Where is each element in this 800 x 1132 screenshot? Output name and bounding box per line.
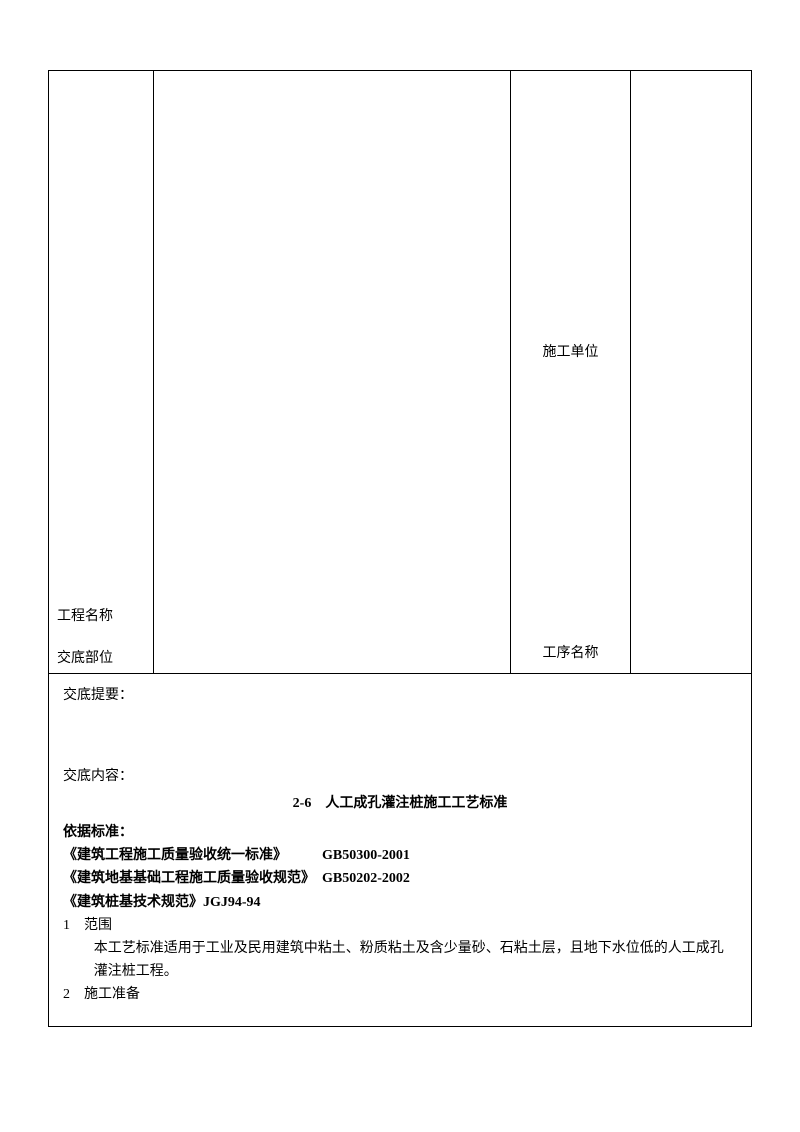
disclosure-summary-label: 交底提要： <box>63 684 737 707</box>
project-name-label-cell: 工程名称 <box>49 71 154 631</box>
disclosure-part-label: 交底部位 <box>57 647 113 667</box>
disclosure-part-value-cell <box>154 631 511 673</box>
header-info-table: 工程名称 施工单位 交底部位 工序名称 <box>49 71 751 674</box>
project-name-value-cell <box>154 71 511 631</box>
construction-unit-label: 施工单位 <box>543 341 599 361</box>
page: 工程名称 施工单位 交底部位 工序名称 交底提要： 交底内容： 2-6 人工成孔… <box>0 0 800 1132</box>
content-section: 交底提要： 交底内容： 2-6 人工成孔灌注桩施工工艺标准 依据标准： 《建筑工… <box>49 674 751 1026</box>
disclosure-part-label-cell: 交底部位 <box>49 631 154 673</box>
section-title: 2-6 人工成孔灌注桩施工工艺标准 <box>63 792 737 815</box>
standard-name: 《建筑桩基技术规范》JGJ94-94 <box>63 895 261 910</box>
standard-line-2: 《建筑地基基础工程施工质量验收规范》 GB50202-2002 <box>63 867 737 890</box>
standard-line-1: 《建筑工程施工质量验收统一标准》 GB50300-2001 <box>63 844 737 867</box>
item-2-label: 施工准备 <box>84 987 140 1002</box>
item-1-heading: 1 范围 <box>63 914 737 937</box>
form-outer-border: 工程名称 施工单位 交底部位 工序名称 交底提要： 交底内容： 2-6 人工成孔… <box>48 70 752 1027</box>
item-1-body: 本工艺标准适用于工业及民用建筑中粘土、粉质粘土及含少量砂、石粘土层，且地下水位低… <box>63 937 737 983</box>
standard-code: GB50202-2002 <box>322 867 410 890</box>
standard-line-3: 《建筑桩基技术规范》JGJ94-94 <box>63 891 737 914</box>
construction-unit-label-cell: 施工单位 <box>511 71 631 631</box>
process-name-value-cell <box>631 631 751 673</box>
disclosure-content-label: 交底内容： <box>63 765 737 788</box>
project-name-label: 工程名称 <box>57 605 113 625</box>
standard-name: 《建筑工程施工质量验收统一标准》 <box>63 848 280 863</box>
standard-gap <box>308 871 322 886</box>
standard-code: GB50300-2001 <box>322 844 410 867</box>
item-2-heading: 2 施工准备 <box>63 983 737 1006</box>
basis-label: 依据标准： <box>63 821 737 844</box>
item-1-number: 1 <box>63 918 70 933</box>
construction-unit-value-cell <box>631 71 751 631</box>
standard-name: 《建筑地基基础工程施工质量验收规范》 <box>63 871 308 886</box>
standard-gap <box>280 848 322 863</box>
item-1-label: 范围 <box>84 918 112 933</box>
process-name-label-cell: 工序名称 <box>511 631 631 673</box>
item-2-number: 2 <box>63 987 70 1002</box>
process-name-label: 工序名称 <box>543 642 599 662</box>
